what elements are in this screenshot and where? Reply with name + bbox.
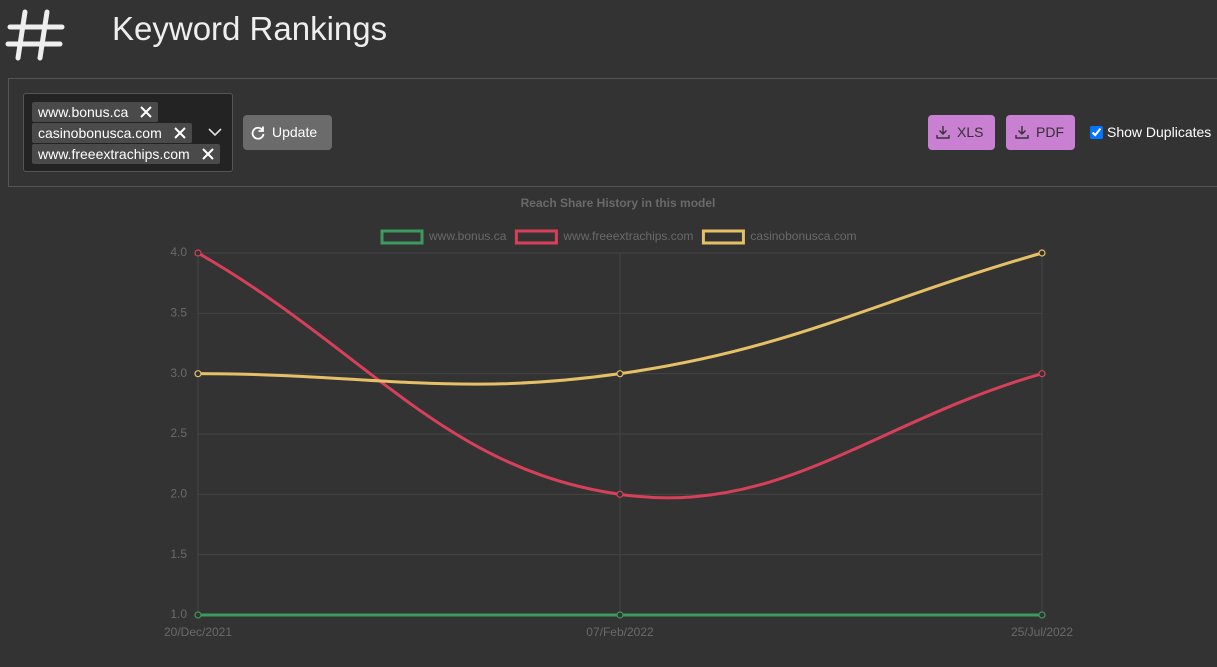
- tag-label: www.freeextrachips.com: [38, 146, 190, 162]
- update-button[interactable]: Update: [243, 115, 332, 150]
- tag: www.bonus.ca: [32, 102, 159, 122]
- y-tick-label: 4.0: [170, 245, 187, 259]
- point: [1038, 370, 1046, 378]
- tag: www.freeextrachips.com: [32, 144, 220, 164]
- point: [1038, 611, 1046, 619]
- show-duplicates[interactable]: Show Duplicates: [1088, 124, 1211, 140]
- point: [616, 370, 624, 378]
- y-tick-label: 1.0: [170, 607, 187, 621]
- legend-swatch: [701, 229, 745, 245]
- point: [616, 611, 624, 619]
- show-duplicates-checkbox[interactable]: [1090, 126, 1103, 139]
- x-tick-label: 20/Dec/2021: [164, 625, 232, 639]
- pdf-button[interactable]: PDF: [1006, 115, 1075, 150]
- point: [194, 370, 202, 378]
- legend-label: www.bonus.ca: [428, 229, 507, 243]
- pdf-label: PDF: [1036, 124, 1064, 140]
- show-duplicates-label: Show Duplicates: [1107, 124, 1212, 140]
- download-icon: [936, 126, 950, 139]
- tag-label: casinobonusca.com: [38, 125, 162, 141]
- chart-title: Reach Share History in this model: [521, 196, 716, 210]
- point: [194, 249, 202, 257]
- hash-icon: [5, 9, 65, 61]
- legend-label: casinobonusca.com: [750, 229, 856, 243]
- tag-remove[interactable]: [174, 127, 186, 139]
- y-tick-label: 3.5: [170, 306, 187, 320]
- update-label: Update: [272, 124, 318, 140]
- xls-label: XLS: [957, 124, 984, 140]
- site-select[interactable]: www.bonus.ca casinobonusca.com www.freee…: [23, 93, 233, 172]
- tag-remove[interactable]: [140, 106, 152, 118]
- y-tick-label: 3.0: [170, 366, 187, 380]
- legend-swatch: [380, 229, 424, 245]
- y-tick-label: 1.5: [170, 547, 187, 561]
- y-tick-label: 2.5: [170, 426, 187, 440]
- point: [1038, 249, 1046, 257]
- point: [616, 490, 624, 498]
- tag: casinobonusca.com: [32, 123, 192, 143]
- x-tick-label: 07/Feb/2022: [586, 625, 654, 639]
- point: [194, 611, 202, 619]
- page-title: Keyword Rankings: [112, 10, 388, 47]
- legend-swatch: [514, 229, 558, 245]
- y-tick-label: 2.0: [170, 487, 187, 501]
- toolbar-panel: [8, 78, 1217, 187]
- tag-remove[interactable]: [202, 148, 214, 160]
- download-icon: [1015, 126, 1029, 139]
- legend-label: www.freeextrachips.com: [562, 229, 693, 243]
- refresh-icon: [251, 126, 265, 140]
- dropdown-arrow[interactable]: [208, 128, 222, 137]
- x-tick-label: 25/Jul/2022: [1011, 625, 1073, 639]
- xls-button[interactable]: XLS: [928, 115, 995, 150]
- tag-label: www.bonus.ca: [38, 104, 129, 120]
